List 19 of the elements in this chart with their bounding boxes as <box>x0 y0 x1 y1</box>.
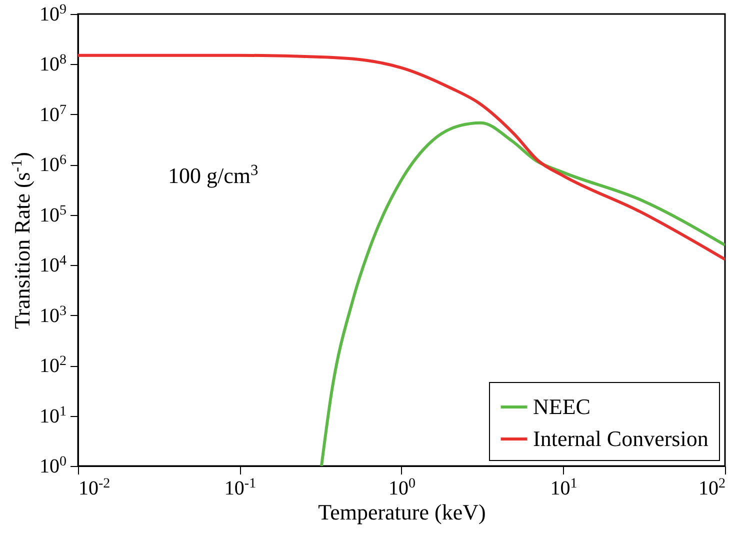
x-tick-label: 10$^{2}$ <box>698 476 726 500</box>
x-tick-label: 10$^{-1}$ <box>224 476 256 500</box>
legend-label: NEEC <box>533 394 590 419</box>
y-tick-label: 10$^{6}$ <box>40 152 66 176</box>
y-tick-label: 10$^{8}$ <box>40 52 66 76</box>
y-tick-label: 10$^{4}$ <box>40 253 66 277</box>
y-tick-label: 10$^{0}$ <box>40 454 66 478</box>
y-tick-label: 10$^{2}$ <box>40 354 66 378</box>
x-tick-label: 10$^{-2}$ <box>78 476 110 500</box>
y-tick-label: 10$^{1}$ <box>40 404 66 428</box>
y-tick-label: 10$^{9}$ <box>40 2 66 26</box>
x-axis-title: Temperature (keV) <box>318 500 486 524</box>
y-tick-label: 10$^{5}$ <box>40 202 66 226</box>
annotation: 100 g/cm$^{3}$ <box>168 162 258 188</box>
x-tick-label: 10$^{1}$ <box>550 476 578 500</box>
legend-label: Internal Conversion <box>533 426 708 451</box>
y-tick-label: 10$^{3}$ <box>40 303 66 327</box>
x-tick-label: 10$^{0}$ <box>388 476 416 500</box>
y-tick-label: 10$^{7}$ <box>40 102 66 126</box>
